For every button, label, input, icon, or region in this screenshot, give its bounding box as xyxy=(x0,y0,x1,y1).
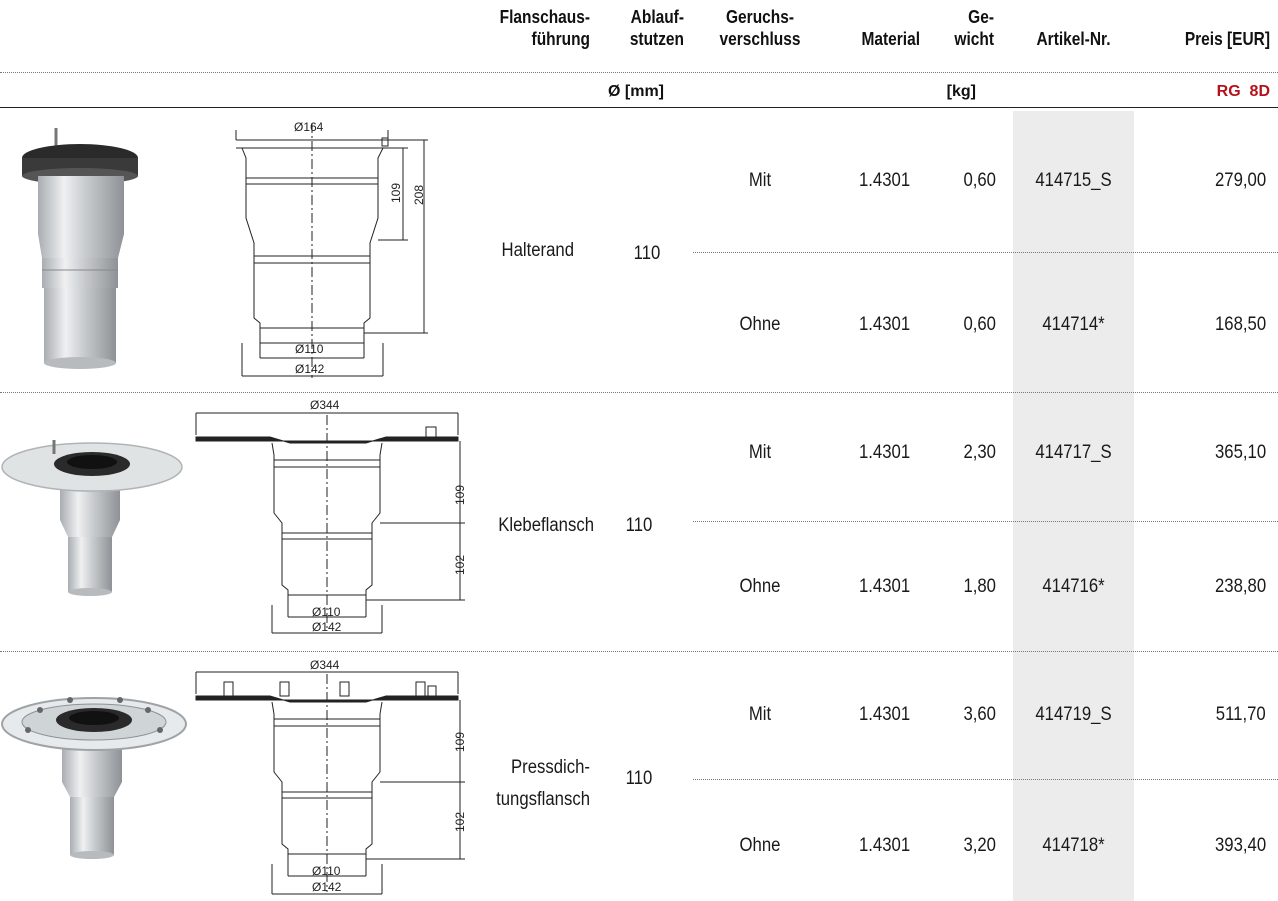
drawing-dim-b2: Ø142 xyxy=(295,362,325,376)
trap-value: Mit xyxy=(748,170,772,191)
weight-value: 2,30 xyxy=(963,442,996,463)
header-geruchsverschluss: Geruchs- verschluss xyxy=(719,7,801,49)
price-value: 168,50 xyxy=(1214,314,1266,335)
weight-value: 0,60 xyxy=(963,314,996,335)
weight-value: 3,60 xyxy=(963,704,996,725)
trap-value: Mit xyxy=(748,442,772,463)
material-value: 1.4301 xyxy=(858,170,910,191)
flange-type: Klebeflansch xyxy=(498,515,594,536)
price-value: 279,00 xyxy=(1214,170,1266,191)
article-number: 414718* xyxy=(1042,835,1105,856)
drawing-dim-b1: Ø110 xyxy=(312,605,341,619)
drawing-dim-top: Ø344 xyxy=(310,398,340,412)
price-value: 238,80 xyxy=(1214,576,1266,597)
header-flanschausfuehrung: Flanschaus- führung xyxy=(499,7,590,49)
price-value: 511,70 xyxy=(1216,704,1266,725)
group-divider xyxy=(0,392,1278,393)
row-divider xyxy=(693,252,1278,253)
product-photo-halterand xyxy=(22,128,138,369)
unit-gewicht: [kg] xyxy=(946,83,976,100)
row-divider xyxy=(693,779,1278,780)
drawing-dim-b1: Ø110 xyxy=(312,864,341,878)
trap-value: Ohne xyxy=(739,835,781,856)
drawing-dim-b1: Ø110 xyxy=(295,342,324,356)
material-value: 1.4301 xyxy=(858,835,910,856)
drawing-dim-d1: 109 xyxy=(389,182,404,204)
technical-drawing-klebeflansch xyxy=(195,412,465,634)
trap-value: Ohne xyxy=(739,314,781,335)
outlet-diameter: 110 xyxy=(625,768,653,789)
drawing-dim-d2: 208 xyxy=(412,184,427,206)
row-divider xyxy=(693,521,1278,522)
drawing-dim-top: Ø344 xyxy=(310,658,340,672)
drawing-dim-b2: Ø142 xyxy=(312,620,342,634)
trap-value: Mit xyxy=(748,704,772,725)
product-photo-pressdichtungsflansch xyxy=(1,697,187,859)
flange-type: Halterand xyxy=(501,240,574,261)
drawing-dim-d2: 102 xyxy=(453,554,468,576)
header-divider xyxy=(0,72,1278,73)
price-value: 393,40 xyxy=(1214,835,1266,856)
flange-type: Pressdich- tungsflansch xyxy=(496,757,590,810)
header-rule xyxy=(0,107,1278,108)
technical-drawing-halterand xyxy=(235,123,428,378)
header-gewicht: Ge- wicht xyxy=(954,7,994,49)
technical-drawing-pressdichtungsflansch xyxy=(195,671,465,895)
article-number: 414715_S xyxy=(1035,170,1112,191)
outlet-diameter: 110 xyxy=(625,515,653,536)
product-photo-klebeflansch xyxy=(1,440,183,596)
header-material: Material xyxy=(861,29,920,49)
header-ablaufstutzen: Ablauf- stutzen xyxy=(629,7,684,49)
article-number: 414714* xyxy=(1042,314,1105,335)
article-column-shade xyxy=(1013,111,1134,901)
article-number: 414716* xyxy=(1042,576,1105,597)
material-value: 1.4301 xyxy=(858,576,910,597)
price-group: RG 8D xyxy=(1216,83,1270,100)
header-artikel: Artikel-Nr. xyxy=(1036,29,1111,49)
drawing-dim-b2: Ø142 xyxy=(312,880,342,894)
drawing-dim-d1: 109 xyxy=(453,484,468,506)
trap-value: Ohne xyxy=(739,576,781,597)
weight-value: 0,60 xyxy=(963,170,996,191)
material-value: 1.4301 xyxy=(858,442,910,463)
group-divider xyxy=(0,651,1278,652)
price-value: 365,10 xyxy=(1214,442,1266,463)
weight-value: 3,20 xyxy=(963,835,996,856)
header-preis: Preis [EUR] xyxy=(1184,29,1270,49)
article-number: 414717_S xyxy=(1035,442,1112,463)
unit-ablauf: Ø [mm] xyxy=(608,83,664,100)
material-value: 1.4301 xyxy=(858,314,910,335)
drawing-dim-d1: 109 xyxy=(453,731,468,753)
material-value: 1.4301 xyxy=(858,704,910,725)
drawing-dim-top: Ø164 xyxy=(294,120,324,134)
weight-value: 1,80 xyxy=(963,576,996,597)
article-number: 414719_S xyxy=(1035,704,1112,725)
outlet-diameter: 110 xyxy=(633,243,661,264)
